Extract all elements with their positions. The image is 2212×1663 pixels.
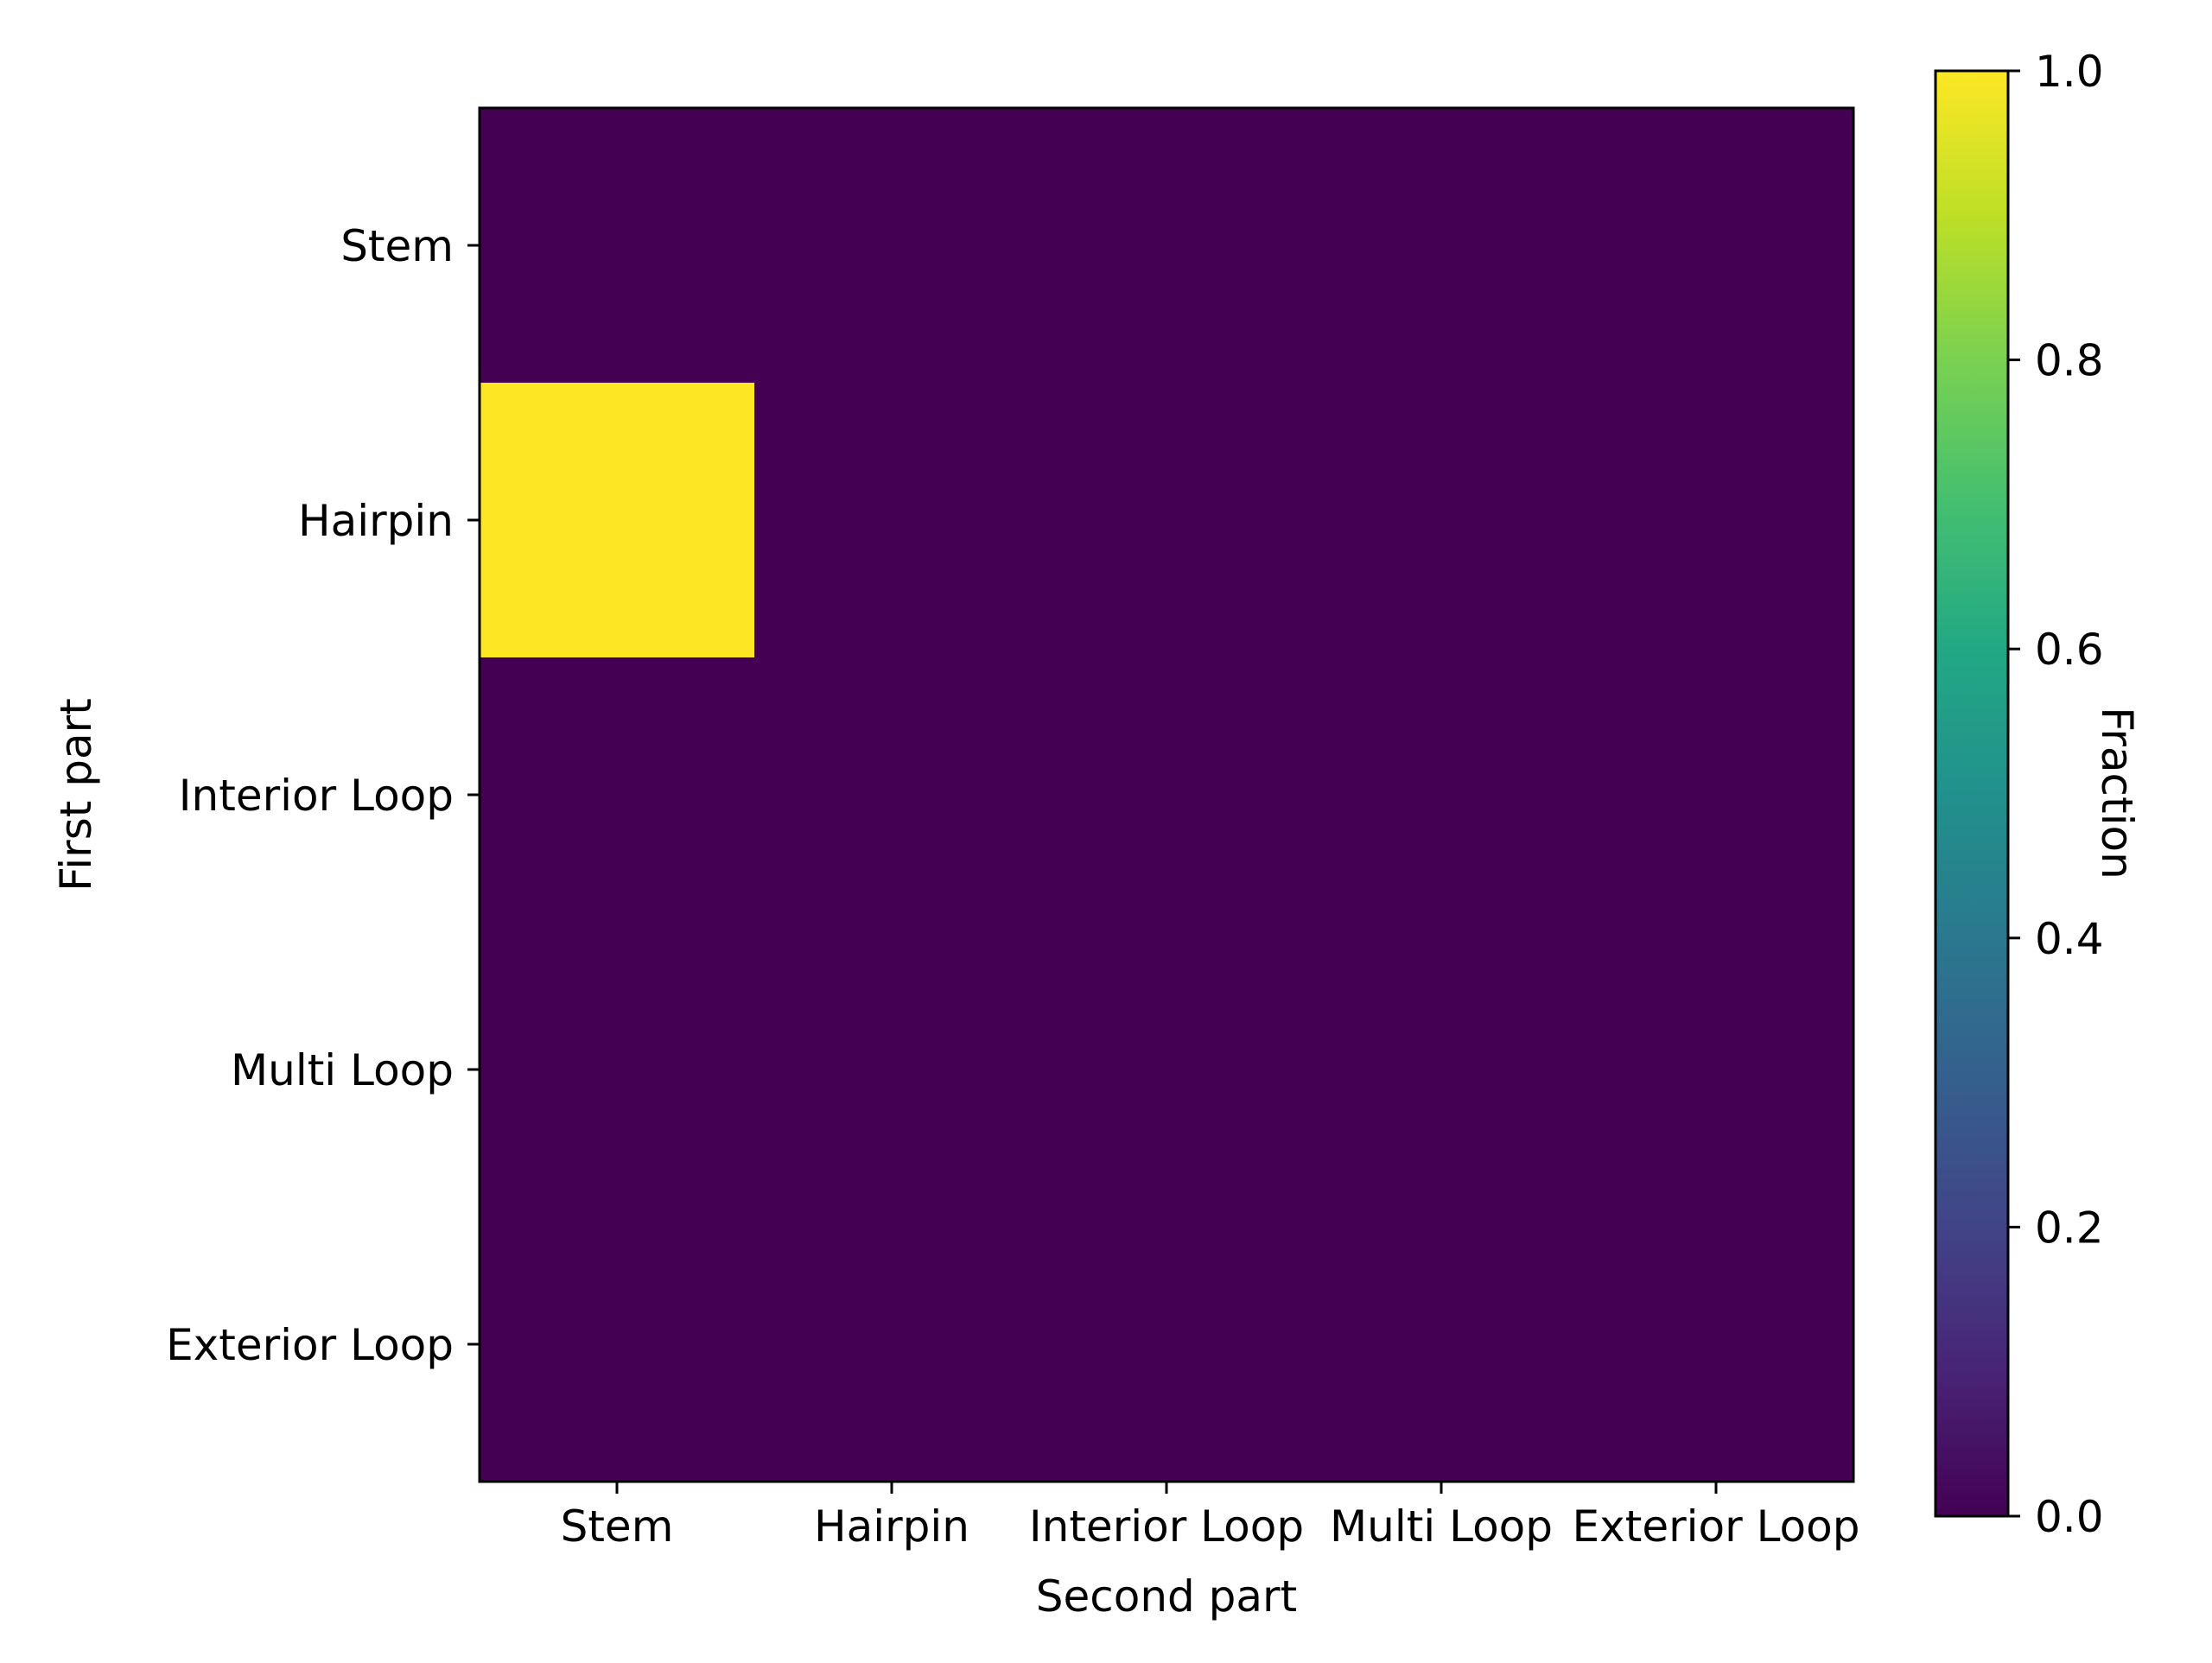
heatmap-cell <box>480 108 755 384</box>
x-tick-label: Multi Loop <box>1330 1501 1553 1552</box>
y-axis-label: First part <box>51 698 101 892</box>
heatmap-cell <box>480 932 755 1208</box>
colorbar-tick-label: 0.0 <box>2035 1492 2104 1542</box>
heatmap-cell <box>1304 1207 1580 1482</box>
y-axis: Stem Hairpin Interior Loop Multi Loop Exteri… <box>166 221 480 1370</box>
heatmap-cell <box>1029 108 1305 384</box>
heatmap-cell <box>1579 657 1854 933</box>
colorbar-label: Fraction <box>2092 707 2142 879</box>
y-tick-label: Hairpin <box>298 496 454 546</box>
y-tick-label: Interior Loop <box>179 771 454 821</box>
colorbar-tick-label: 1.0 <box>2035 47 2104 97</box>
heatmap-cell <box>1029 383 1305 658</box>
heatmap-cell <box>1029 1207 1305 1482</box>
colorbar-tick-label: 0.4 <box>2035 914 2104 964</box>
heatmap-cell <box>1579 1207 1854 1482</box>
x-tick-label: Exterior Loop <box>1573 1501 1860 1552</box>
x-tick-label: Hairpin <box>814 1501 969 1552</box>
colorbar-tick-label: 0.6 <box>2035 625 2104 675</box>
heatmap-cell <box>754 1207 1030 1482</box>
colorbar-tick-label: 0.8 <box>2035 336 2104 386</box>
heatmap-cell <box>480 1207 755 1482</box>
heatmap-cell <box>1579 383 1854 658</box>
heatmap-cell <box>754 932 1030 1208</box>
x-axis-label: Second part <box>1036 1571 1297 1622</box>
heatmap-cell <box>1029 657 1305 933</box>
heatmap-cell <box>1304 108 1580 384</box>
x-axis: Stem Hairpin Interior Loop Multi Loop Exteri… <box>561 1482 1860 1552</box>
heatmap-cell <box>1029 932 1305 1208</box>
y-tick-label: Exterior Loop <box>166 1320 454 1370</box>
heatmap-cell <box>754 108 1030 384</box>
colorbar-tick-label: 0.2 <box>2035 1203 2104 1253</box>
heatmap-cell <box>1579 932 1854 1208</box>
heatmap-cell <box>754 657 1030 933</box>
heatmap-cell <box>1579 108 1854 384</box>
colorbar <box>1934 69 2010 1518</box>
colorbar-ticks: 0.0 0.2 0.4 0.6 0.8 1.0 <box>2008 47 2104 1542</box>
heatmap-cell <box>480 383 755 658</box>
y-tick-label: Multi Loop <box>231 1045 454 1095</box>
heatmap-cells <box>480 108 1854 1482</box>
heatmap-cell <box>480 657 755 933</box>
heatmap-cell <box>754 383 1030 658</box>
x-tick-label: Stem <box>561 1501 674 1552</box>
heatmap-cell <box>1304 932 1580 1208</box>
heatmap-cell <box>1304 383 1580 658</box>
y-tick-label: Stem <box>340 221 454 271</box>
heatmap-cell <box>1304 657 1580 933</box>
x-tick-label: Interior Loop <box>1029 1501 1304 1552</box>
